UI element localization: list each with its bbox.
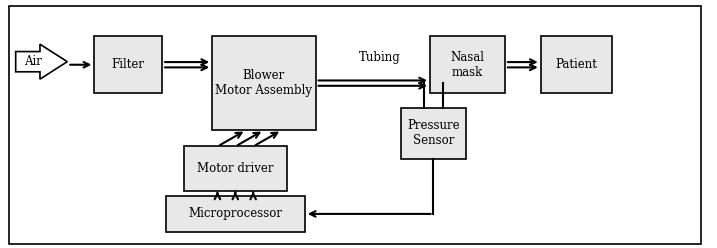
FancyBboxPatch shape [430,36,505,93]
Text: Pressure
Sensor: Pressure Sensor [407,119,460,147]
Text: Motor driver: Motor driver [197,162,274,175]
FancyArrow shape [16,44,67,79]
Text: Filter: Filter [112,58,145,71]
Text: Air: Air [24,55,42,68]
FancyBboxPatch shape [212,36,315,130]
Text: Blower
Motor Assembly: Blower Motor Assembly [215,69,313,97]
Text: Nasal
mask: Nasal mask [450,51,485,79]
FancyBboxPatch shape [166,195,305,232]
FancyBboxPatch shape [94,36,162,93]
Text: Microprocessor: Microprocessor [189,207,282,220]
FancyBboxPatch shape [541,36,612,93]
Text: Tubing: Tubing [359,51,401,64]
FancyBboxPatch shape [402,108,465,159]
Text: Patient: Patient [556,58,597,71]
FancyBboxPatch shape [184,147,287,191]
